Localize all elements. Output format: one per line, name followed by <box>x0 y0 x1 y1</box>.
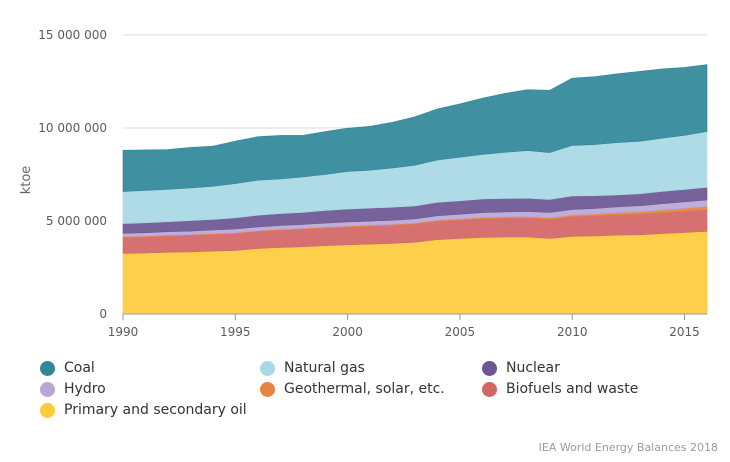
y-tick-label: 15 000 000 <box>38 28 107 42</box>
legend-swatch <box>40 360 55 376</box>
axes: 0 5 000 000 10 000 000 15 000 000 1990 1995 20… <box>38 28 707 339</box>
legend-item: Geothermal, solar, etc. <box>260 381 445 397</box>
legend-label: Hydro <box>64 381 106 397</box>
legend-label: Geothermal, solar, etc. <box>284 381 445 397</box>
area-chart: 0 5 000 000 10 000 000 15 000 000 1990 1995 20… <box>19 28 708 339</box>
legend-item: Coal <box>40 360 95 376</box>
legend-item: Hydro <box>40 381 106 397</box>
legend-item: Natural gas <box>260 360 365 376</box>
y-tick-label: 5 000 000 <box>46 214 107 228</box>
y-tick-label: 10 000 000 <box>38 121 107 135</box>
legend-item: Primary and secondary oil <box>40 402 247 418</box>
legend-label: Nuclear <box>506 360 560 376</box>
source-note: IEA World Energy Balances 2018 <box>538 441 718 454</box>
legend-swatch <box>40 381 55 397</box>
legend-item: Nuclear <box>482 360 560 376</box>
x-tick-label: 2015 <box>669 325 700 339</box>
x-tick-label: 1995 <box>220 325 251 339</box>
area-coal <box>122 64 708 192</box>
legend-label: Natural gas <box>284 360 365 376</box>
legend-item: Biofuels and waste <box>482 381 638 397</box>
legend-swatch <box>482 360 497 376</box>
y-tick-label: 0 <box>99 307 107 321</box>
legend-swatch <box>260 360 275 376</box>
x-tick-label: 2000 <box>332 325 363 339</box>
legend-swatch <box>260 381 275 397</box>
legend-label: Primary and secondary oil <box>64 402 247 418</box>
x-tick-label: 2005 <box>445 325 476 339</box>
x-tick-label: 2010 <box>557 325 588 339</box>
legend-label: Biofuels and waste <box>506 381 639 397</box>
x-tick-label: 1990 <box>108 325 139 339</box>
stacked-areas <box>122 64 708 315</box>
legend-swatch <box>482 381 497 397</box>
y-axis-label: ktoe <box>19 166 34 195</box>
legend-swatch <box>40 402 55 418</box>
legend-label: Coal <box>64 360 95 376</box>
